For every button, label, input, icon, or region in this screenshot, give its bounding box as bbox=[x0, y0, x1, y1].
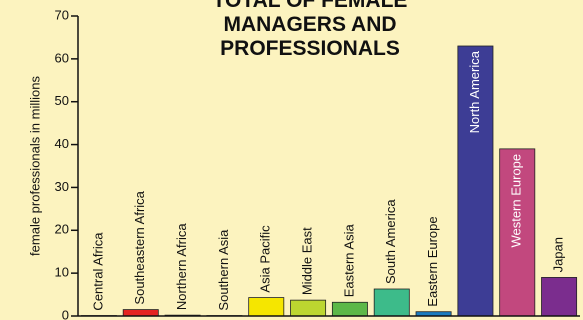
bar bbox=[122, 309, 159, 317]
y-tick-label: 0 bbox=[62, 307, 69, 320]
category-label: South America bbox=[383, 199, 398, 284]
category-label: Northern Africa bbox=[174, 223, 189, 310]
bar bbox=[373, 288, 410, 317]
category-label: Western Europe bbox=[509, 154, 524, 248]
category-label: Japan bbox=[551, 237, 566, 272]
bar bbox=[248, 297, 285, 317]
category-label: Central Africa bbox=[90, 232, 105, 311]
category-label: Southeastern Africa bbox=[132, 190, 147, 304]
y-axis-label: female professionals in millions bbox=[27, 76, 42, 256]
chart-title: TOTAL OF FEMALE MANAGERS AND PROFESSIONA… bbox=[212, 0, 408, 60]
bar bbox=[541, 277, 578, 317]
y-tick-label: 10 bbox=[55, 265, 69, 280]
category-label: Middle East bbox=[300, 227, 315, 295]
category-label: Asia Pacific bbox=[258, 225, 273, 293]
y-tick-label: 20 bbox=[55, 222, 69, 237]
bar bbox=[457, 45, 494, 317]
y-tick-label: 40 bbox=[55, 136, 69, 151]
y-tick-label: 60 bbox=[55, 50, 69, 65]
y-tick-label: 70 bbox=[55, 7, 69, 22]
category-label: Southern Asia bbox=[216, 229, 231, 311]
bar bbox=[331, 301, 368, 317]
category-label: Eastern Asia bbox=[341, 224, 356, 298]
y-tick-label: 50 bbox=[55, 93, 69, 108]
category-label: North America bbox=[467, 50, 482, 133]
category-label: Eastern Europe bbox=[425, 216, 440, 306]
bar bbox=[290, 299, 327, 317]
y-tick-label: 30 bbox=[55, 179, 69, 194]
bar bbox=[499, 148, 536, 317]
